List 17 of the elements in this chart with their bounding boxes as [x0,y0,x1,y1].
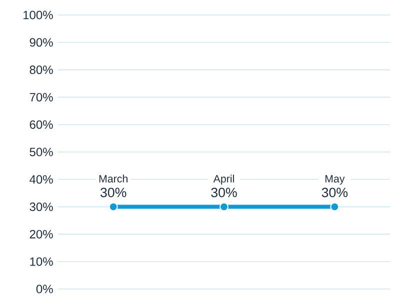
y-tick-label: 0% [36,284,53,294]
y-tick-label: 90% [30,38,53,47]
y-tick-label: 20% [30,230,53,238]
data-label: 30% [322,188,348,198]
y-tick-label: 80% [30,66,53,74]
y-tick-label: 10% [30,257,53,266]
x-tick-label: March [99,174,128,183]
y-tick-label: 100% [24,10,53,20]
data-label: 30% [100,188,126,198]
y-tick-label: 40% [30,175,53,184]
data-label: 30% [211,188,237,198]
x-tick-label: April [213,174,234,185]
x-tick-label: May [325,175,345,185]
y-tick-label: 60% [30,120,53,129]
y-tick-label: 70% [30,92,53,102]
y-tick-label: 50% [30,148,53,156]
y-tick-label: 30% [30,202,53,212]
